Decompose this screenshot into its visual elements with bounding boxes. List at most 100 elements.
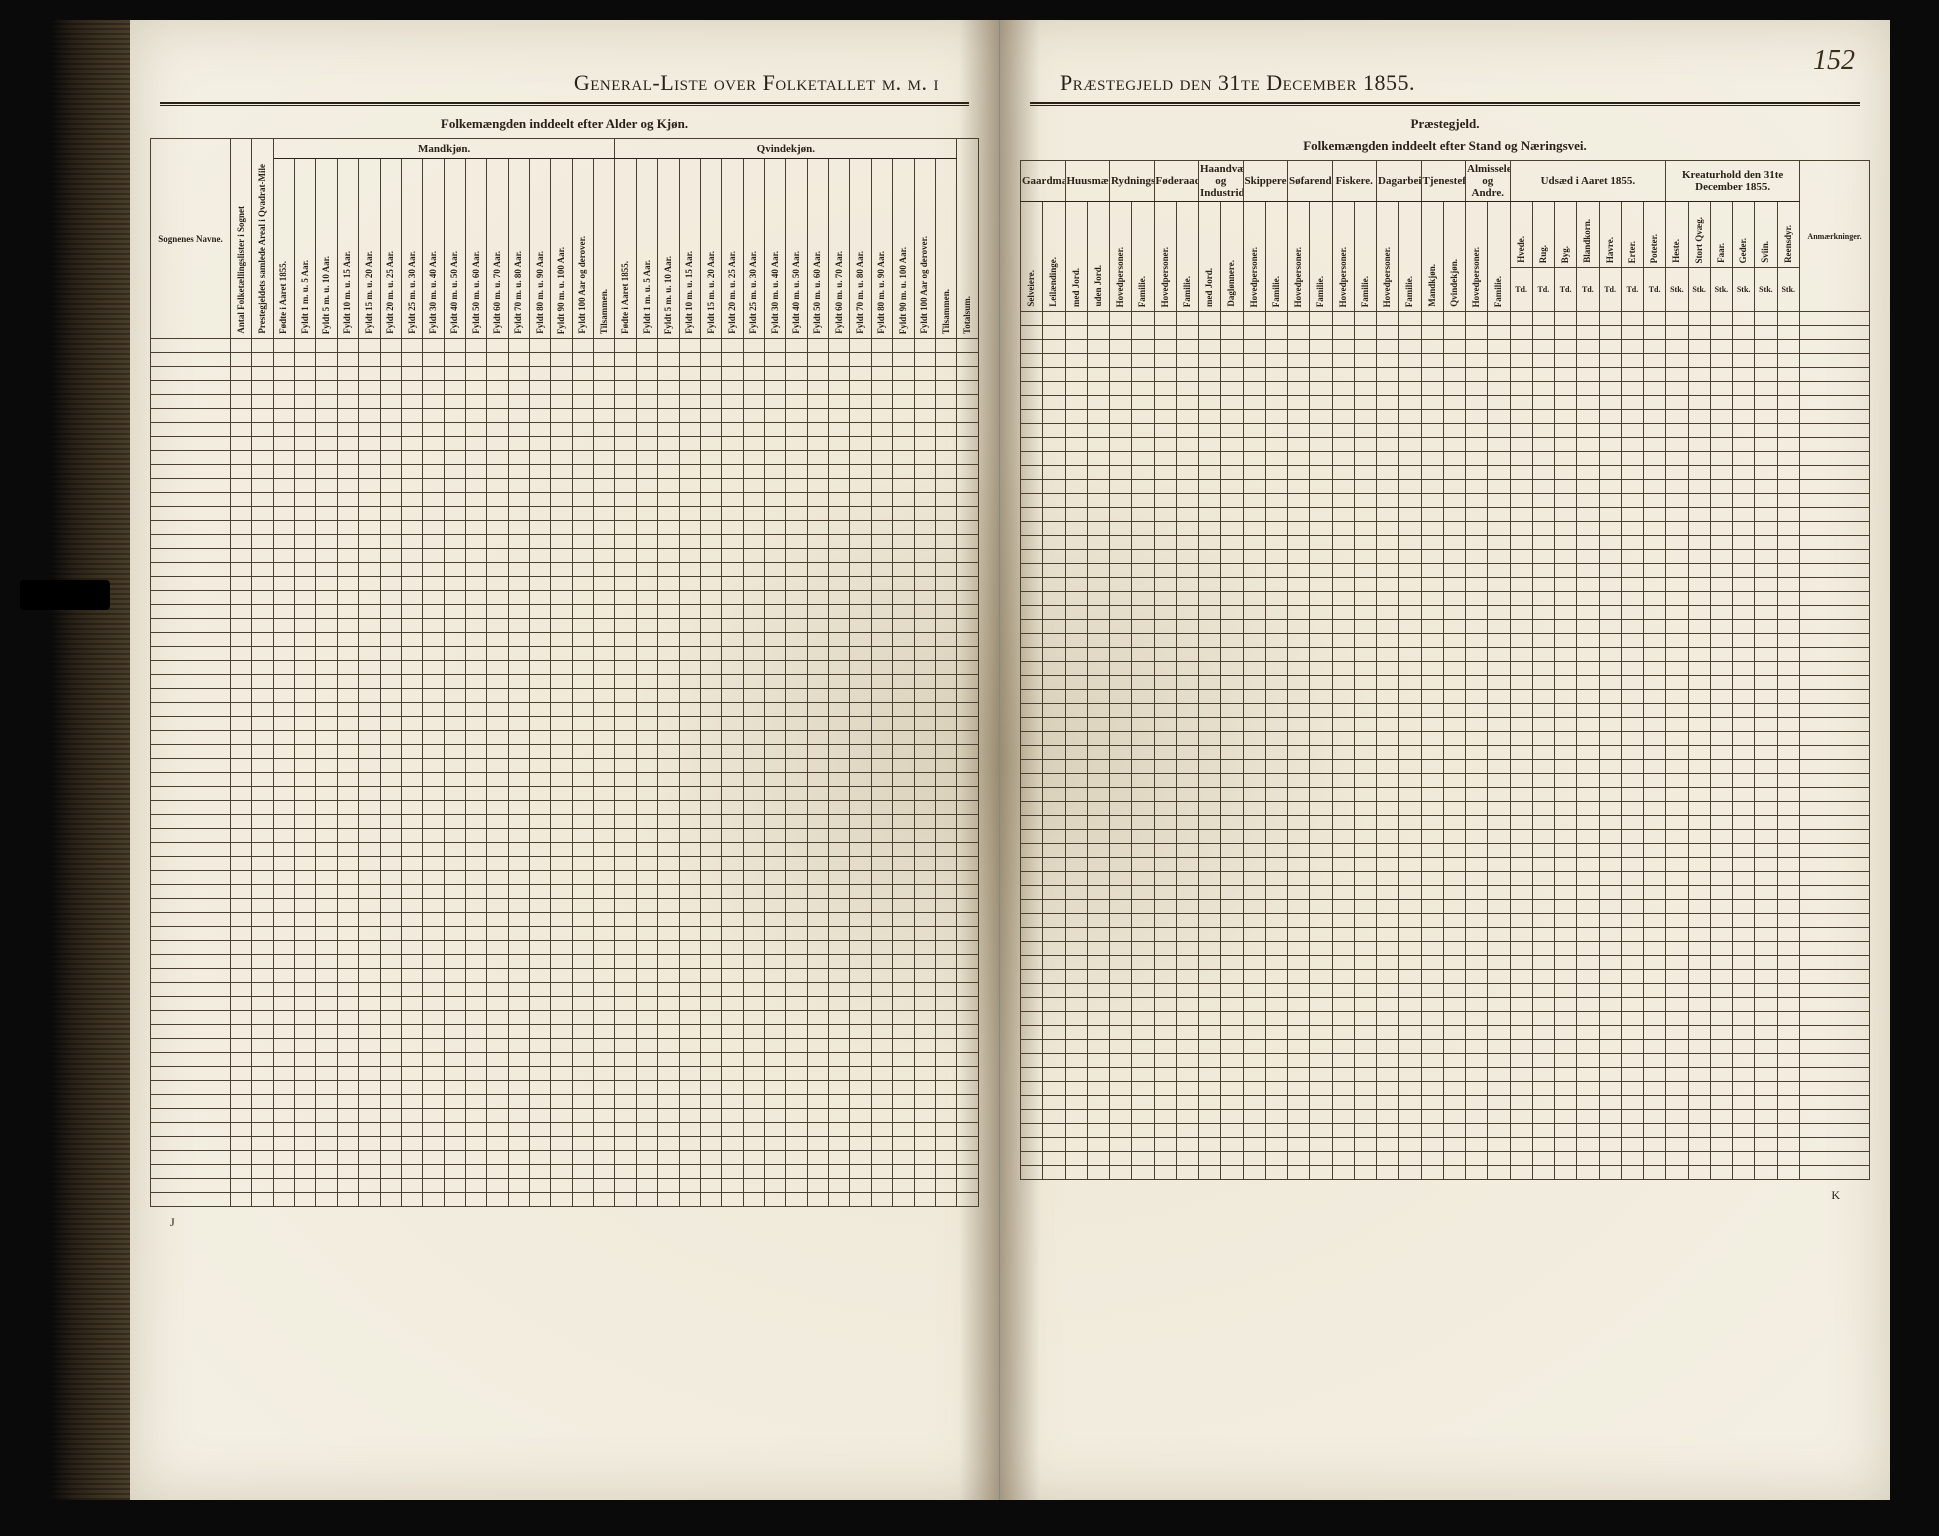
group-header: Rydningsmænd. (1110, 161, 1155, 202)
table-row (1021, 676, 1870, 690)
table-row (1021, 802, 1870, 816)
table-row (1021, 606, 1870, 620)
table-row (1021, 1152, 1870, 1166)
table-row (151, 1011, 979, 1025)
age-col-header: Fyldt 100 Aar og derover. (914, 159, 935, 339)
sub-header: Hovedpersoner. (1466, 202, 1488, 312)
table-row (1021, 452, 1870, 466)
kreatur-col: Heste. (1666, 202, 1688, 268)
age-col-header: Tilsammen. (594, 159, 615, 339)
table-row (1021, 872, 1870, 886)
table-row (1021, 648, 1870, 662)
table-row (151, 507, 979, 521)
age-col-header: Fyldt 60 m. u. 70 Aar. (487, 159, 508, 339)
group-qvindekjon: Qvindekjøn. (615, 139, 957, 159)
left-page-title: General-Liste over Folketallet m. m. i (150, 70, 979, 96)
table-row (151, 1039, 979, 1053)
table-row (1021, 1138, 1870, 1152)
table-row (151, 759, 979, 773)
group-mandkjon: Mandkjøn. (273, 139, 615, 159)
table-row (151, 717, 979, 731)
unit-cell: Stk. (1755, 268, 1777, 312)
book-spine (50, 20, 130, 1500)
table-row (151, 1095, 979, 1109)
col-lister: Antal Folketællingslister i Sognet (231, 139, 252, 339)
table-row (1021, 1082, 1870, 1096)
col-sogn: Sognenes Navne. (151, 139, 231, 339)
table-row (1021, 942, 1870, 956)
table-row (151, 549, 979, 563)
table-row (151, 689, 979, 703)
table-row (1021, 1166, 1870, 1180)
table-row (151, 1193, 979, 1207)
table-row (151, 563, 979, 577)
table-row (1021, 396, 1870, 410)
right-signature: K (1020, 1188, 1870, 1203)
open-book: General-Liste over Folketallet m. m. i F… (50, 20, 1890, 1500)
kreatur-header: Kreaturhold den 31te December 1855. (1666, 161, 1800, 202)
table-row (1021, 578, 1870, 592)
table-row (151, 1123, 979, 1137)
sub-header: Hovedpersoner. (1154, 202, 1176, 312)
table-row (151, 899, 979, 913)
table-row (1021, 522, 1870, 536)
udsad-header: Udsæd i Aaret 1855. (1510, 161, 1666, 202)
sub-header: Hovedpersoner. (1243, 202, 1265, 312)
age-col-header: Fyldt 5 m. u. 10 Aar. (316, 159, 337, 339)
table-row (1021, 410, 1870, 424)
right-page: 152 Præstegjeld den 31te December 1855. … (1000, 20, 1890, 1500)
age-col-header: Tilsammen. (935, 159, 956, 339)
left-ledger-table: Sognenes Navne. Antal Folketællingsliste… (150, 138, 979, 1207)
udsad-col: Hvede. (1510, 202, 1532, 268)
age-col-header: Fyldt 40 m. u. 50 Aar. (444, 159, 465, 339)
table-row (1021, 368, 1870, 382)
kreatur-col: Stort Qvæg. (1688, 202, 1710, 268)
group-header: Huusmænd. (1065, 161, 1110, 202)
table-row (151, 493, 979, 507)
table-row (1021, 1096, 1870, 1110)
unit-cell: Stk. (1710, 268, 1732, 312)
table-row (1021, 998, 1870, 1012)
table-row (151, 479, 979, 493)
sub-header: Hovedpersoner. (1377, 202, 1399, 312)
unit-cell: Stk. (1733, 268, 1755, 312)
table-row (151, 1151, 979, 1165)
table-row (1021, 900, 1870, 914)
age-col-header: Fødte i Aaret 1855. (273, 159, 294, 339)
age-col-header: Fyldt 100 Aar og derover. (572, 159, 593, 339)
udsad-col: Rug. (1532, 202, 1554, 268)
table-row (151, 745, 979, 759)
group-header: Gaardmænd. (1021, 161, 1066, 202)
age-col-header: Fyldt 25 m. u. 30 Aar. (401, 159, 422, 339)
table-row (151, 955, 979, 969)
table-row (1021, 480, 1870, 494)
table-row (151, 927, 979, 941)
table-row (1021, 928, 1870, 942)
table-row (1021, 1124, 1870, 1138)
table-row (151, 857, 979, 871)
table-row (151, 941, 979, 955)
group-header: Almisselemmer og Andre. (1466, 161, 1511, 202)
table-row (151, 661, 979, 675)
table-row (151, 871, 979, 885)
age-col-header: Fyldt 70 m. u. 80 Aar. (508, 159, 529, 339)
sub-header: med Jord. (1199, 202, 1221, 312)
col-areal: Prestegjeldets samlede Areal i Qvadrat-M… (252, 139, 273, 339)
table-row (1021, 634, 1870, 648)
table-row (151, 521, 979, 535)
table-row (1021, 816, 1870, 830)
group-header: Dagarbeidere. (1377, 161, 1422, 202)
group-header: Søfarende. (1288, 161, 1333, 202)
table-row (151, 1053, 979, 1067)
table-row (151, 395, 979, 409)
sub-header: Familie. (1488, 202, 1510, 312)
table-row (151, 591, 979, 605)
right-page-title: Præstegjeld den 31te December 1855. (1020, 70, 1870, 96)
table-row (1021, 438, 1870, 452)
age-col-header: Fyldt 80 m. u. 90 Aar. (871, 159, 892, 339)
col-totalsum: Totalsum. (957, 139, 979, 339)
sub-header: Daglønnere. (1221, 202, 1243, 312)
table-row (1021, 662, 1870, 676)
table-row (151, 815, 979, 829)
group-header: Fiskere. (1332, 161, 1377, 202)
